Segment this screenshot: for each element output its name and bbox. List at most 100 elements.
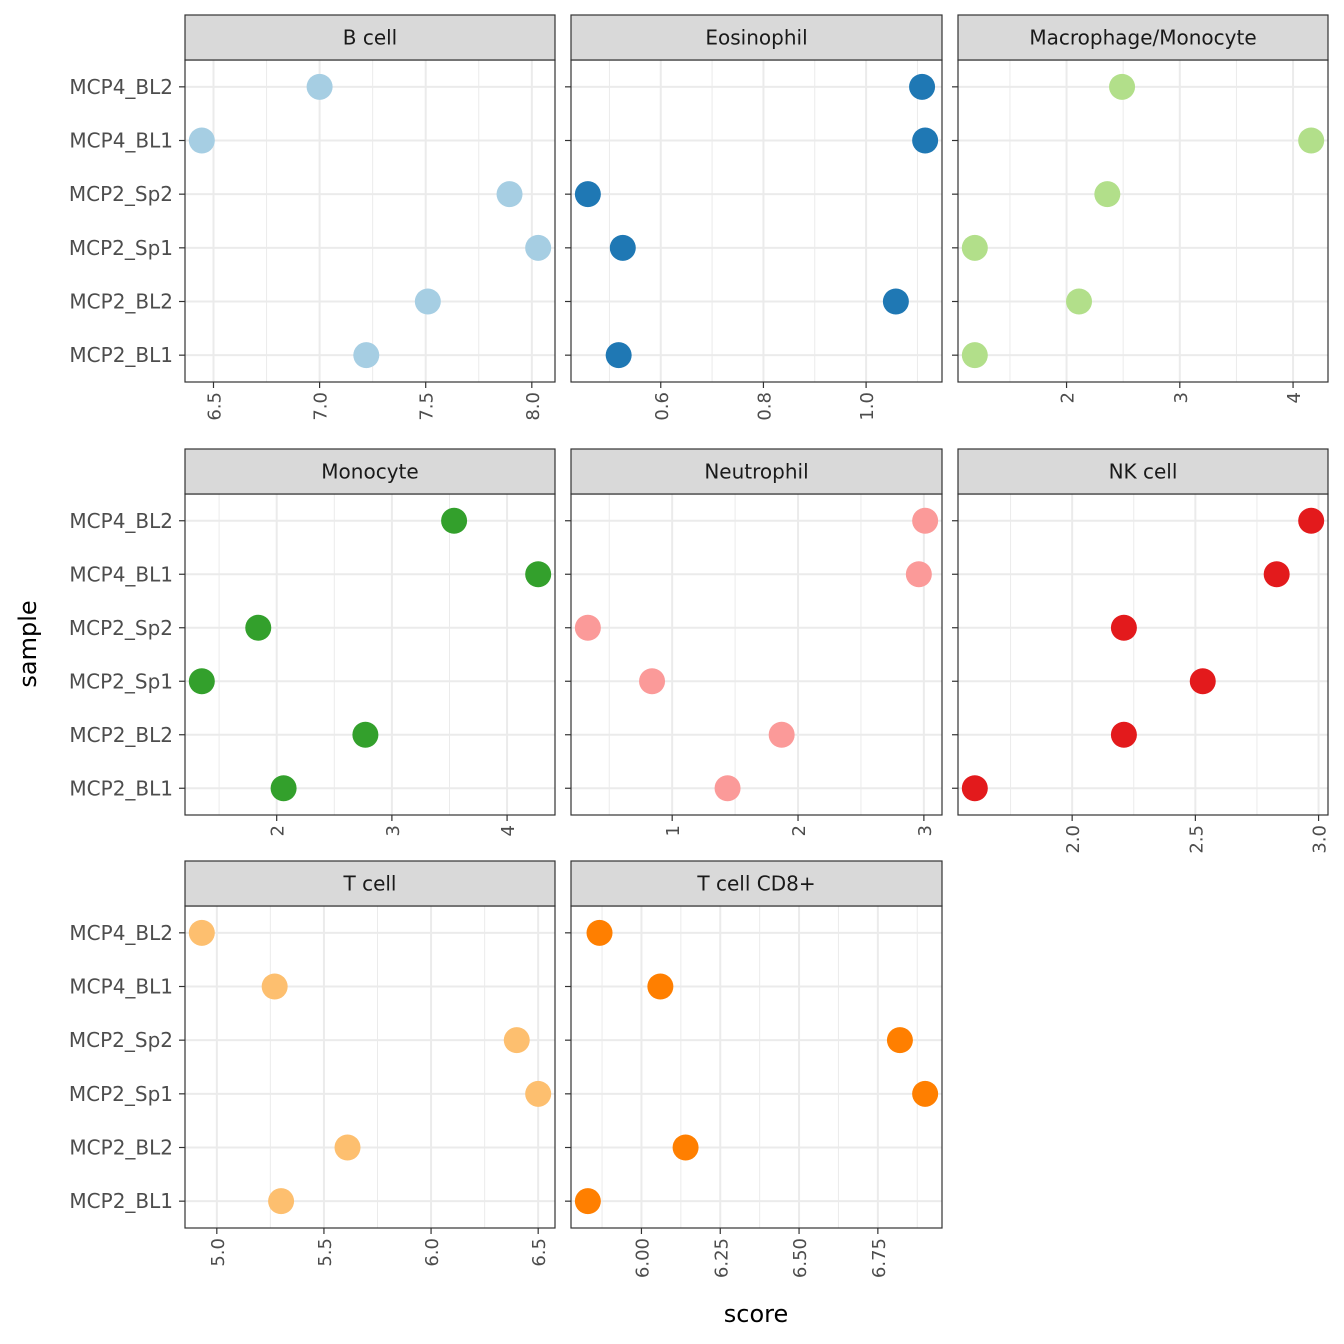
- data-point: [306, 73, 333, 100]
- data-point: [647, 973, 674, 1000]
- y-tick-label: MCP2_Sp2: [69, 182, 173, 206]
- facet-strip: [957, 448, 1329, 495]
- data-point: [961, 775, 988, 802]
- data-point: [188, 668, 215, 695]
- facet-strip: [570, 860, 943, 907]
- x-tick-label: 1: [663, 825, 684, 836]
- data-point: [353, 342, 380, 369]
- x-axis-title: score: [724, 1300, 789, 1328]
- x-tick-label: 2: [1058, 392, 1079, 403]
- x-tick-label: 0.6: [652, 392, 673, 421]
- y-tick-label: MCP2_BL1: [69, 343, 173, 367]
- x-tick-label: 3: [915, 825, 936, 836]
- y-tick-label: MCP2_BL2: [69, 290, 173, 314]
- x-tick-label: 6.0: [422, 1238, 443, 1267]
- facet-title: T cell: [343, 872, 397, 896]
- y-tick-label: MCP4_BL2: [69, 75, 173, 99]
- data-point: [245, 614, 272, 641]
- data-point: [1298, 507, 1325, 534]
- y-tick-label: MCP2_Sp2: [69, 1028, 173, 1052]
- data-point: [1110, 614, 1137, 641]
- data-point: [188, 127, 215, 154]
- panel: T cell CD8+ 6.00 6.25 6.50 6.75: [565, 860, 943, 1278]
- y-tick-label: MCP2_Sp2: [69, 616, 173, 640]
- data-point: [503, 1027, 530, 1054]
- y-tick-label: MCP2_BL2: [69, 723, 173, 747]
- facet-strip: [184, 448, 556, 495]
- data-point: [414, 288, 441, 315]
- y-tick-label: MCP2_BL1: [69, 776, 173, 800]
- facet-title: B cell: [343, 26, 398, 50]
- x-tick-label: 6.5: [529, 1238, 550, 1267]
- x-tick-label: 8.0: [523, 392, 544, 421]
- data-point: [961, 234, 988, 261]
- data-point: [768, 721, 795, 748]
- facet-strip: [957, 14, 1329, 61]
- data-point: [886, 1027, 913, 1054]
- data-point: [586, 919, 613, 946]
- data-point: [261, 973, 288, 1000]
- y-tick-label: MCP4_BL2: [69, 509, 173, 533]
- x-tick-label: 1.0: [857, 392, 878, 421]
- data-point: [525, 234, 552, 261]
- x-tick-label: 2: [268, 825, 289, 836]
- data-point: [270, 775, 297, 802]
- y-tick-label: MCP4_BL2: [69, 921, 173, 945]
- data-point: [714, 775, 741, 802]
- x-tick-label: 2: [789, 825, 810, 836]
- x-tick-label: 2.0: [1063, 825, 1084, 854]
- panel: Monocyte 2 3 4 MCP2_BL1 MCP2_BL2 MCP2_Sp1 MCP2_…: [69, 448, 556, 836]
- facet-strip: [570, 448, 943, 495]
- x-tick-label: 5.5: [315, 1238, 336, 1267]
- facet-title: Eosinophil: [705, 26, 807, 50]
- data-point: [609, 234, 636, 261]
- x-tick-label: 3: [383, 825, 404, 836]
- facet-title: Monocyte: [321, 460, 418, 484]
- plot-background: [958, 60, 1328, 382]
- data-point: [574, 181, 601, 208]
- x-tick-label: 6.00: [632, 1238, 653, 1278]
- data-point: [525, 1080, 552, 1107]
- facet-strip: [184, 860, 556, 907]
- x-tick-label: 2.5: [1186, 825, 1207, 854]
- data-point: [912, 507, 939, 534]
- data-point: [1110, 721, 1137, 748]
- data-point: [605, 342, 632, 369]
- data-point: [909, 73, 936, 100]
- data-point: [1263, 561, 1290, 588]
- data-point: [574, 1188, 601, 1215]
- data-point: [1298, 127, 1325, 154]
- plot-background: [185, 906, 555, 1228]
- y-tick-label: MCP2_Sp1: [69, 1082, 173, 1106]
- x-tick-label: 6.75: [869, 1238, 890, 1278]
- panel: Eosinophil 0.6 0.8 1.0: [565, 14, 943, 421]
- x-tick-label: 7.0: [311, 392, 332, 421]
- data-point: [352, 721, 379, 748]
- facet-title: T cell CD8+: [696, 872, 815, 896]
- x-tick-label: 4: [1284, 392, 1305, 403]
- plot-background: [571, 906, 942, 1228]
- x-tick-label: 6.5: [204, 392, 225, 421]
- plot-background: [571, 60, 942, 382]
- x-tick-label: 7.5: [417, 392, 438, 421]
- data-point: [268, 1188, 295, 1215]
- x-tick-label: 3: [1171, 392, 1192, 403]
- y-tick-label: MCP4_BL1: [69, 562, 173, 586]
- x-tick-label: 6.25: [711, 1238, 732, 1278]
- x-tick-label: 6.50: [790, 1238, 811, 1278]
- data-point: [1066, 288, 1093, 315]
- x-tick-label: 5.0: [208, 1238, 229, 1267]
- plot-background: [185, 494, 555, 815]
- data-point: [882, 288, 909, 315]
- data-point: [334, 1134, 361, 1161]
- plot-background: [571, 494, 942, 815]
- y-tick-label: MCP2_Sp1: [69, 669, 173, 693]
- data-point: [639, 668, 666, 695]
- facet-strip: [570, 14, 943, 61]
- data-point: [1189, 668, 1216, 695]
- data-point: [912, 127, 939, 154]
- panel: B cell 6.5 7.0 7.5 8.0 MCP2_BL1 MCP2_BL2 MCP2_S…: [69, 14, 556, 421]
- data-point: [496, 181, 523, 208]
- y-tick-label: MCP2_BL1: [69, 1189, 173, 1213]
